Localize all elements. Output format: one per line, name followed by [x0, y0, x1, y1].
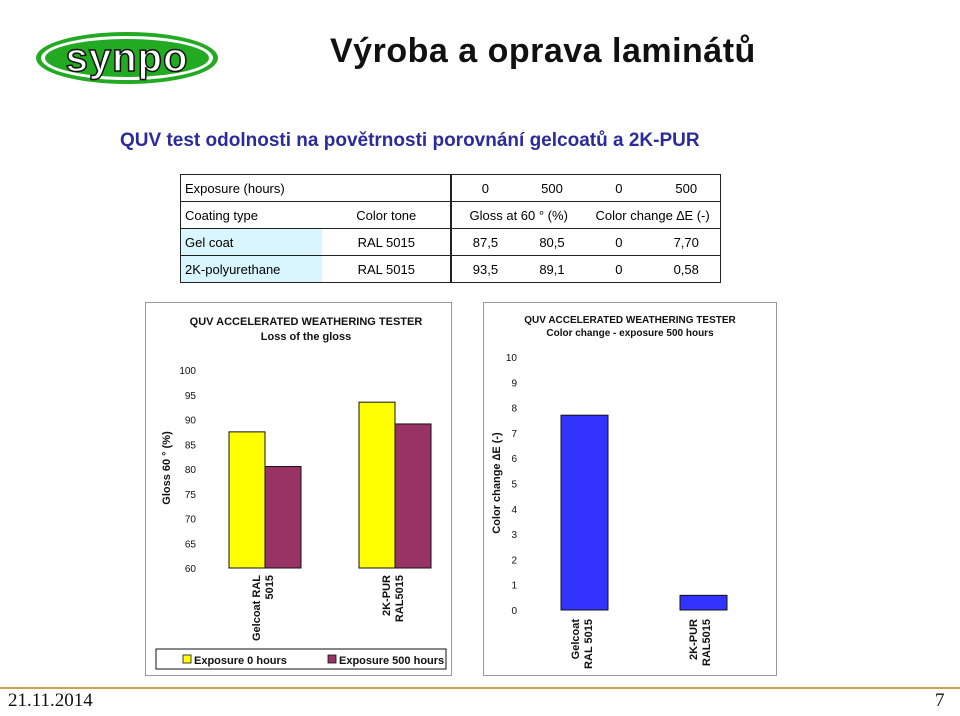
- table-cell: 89,1: [518, 255, 586, 283]
- y-tick-label: 3: [511, 530, 517, 541]
- y-tick-label: 1: [511, 581, 517, 592]
- gloss-chart: QUV ACCELERATED WEATHERING TESTER Loss o…: [155, 316, 447, 670]
- y-tick-label: 8: [511, 404, 517, 415]
- y-tick-label: 5: [511, 480, 517, 491]
- category-label: GelcoatRAL 5015: [570, 619, 595, 669]
- table-cell: Color change ∆E (-): [585, 201, 722, 229]
- page-number: 7: [935, 690, 945, 711]
- legend-box: [155, 648, 447, 670]
- color-change-chart: QUV ACCELERATED WEATHERING TESTER Color …: [491, 315, 737, 669]
- footer-divider: [0, 687, 960, 689]
- y-tick-label: 9: [511, 378, 517, 389]
- table-cell: Exposure (hours): [180, 174, 323, 202]
- table-cell: 0: [585, 255, 653, 283]
- category-label: 2K-PURRAL5015: [381, 575, 406, 622]
- bar-color-change-1: [679, 594, 728, 611]
- table-row: Coating type Color tone Gloss at 60 ° (%…: [180, 201, 722, 229]
- y-tick-label: 10: [506, 353, 518, 364]
- y-tick-label: 60: [185, 564, 197, 575]
- legend-swatch-0h: [182, 654, 192, 664]
- table-cell: 87,5: [450, 228, 519, 256]
- table-cell: 7,70: [652, 228, 722, 256]
- category-label: Gelcoat RAL5015: [251, 575, 276, 641]
- y-tick-label: 85: [185, 440, 197, 451]
- y-axis-label: Color change ∆E (-): [491, 432, 503, 534]
- legend: Exposure 0 hours Exposure 500 hours: [155, 648, 447, 670]
- y-tick-label: 6: [511, 454, 517, 465]
- legend-entry-0h: Exposure 0 hours: [194, 655, 287, 667]
- bar-500h-1: [394, 423, 432, 569]
- color-change-chart-panel: QUV ACCELERATED WEATHERING TESTER Color …: [483, 302, 777, 676]
- table-cell: RAL 5015: [322, 255, 452, 283]
- results-table: Exposure (hours) 0 500 0 500 Coating typ…: [180, 174, 722, 283]
- gloss-chart-panel: QUV ACCELERATED WEATHERING TESTER Loss o…: [145, 302, 452, 676]
- chart-subtitle: Loss of the gloss: [261, 331, 351, 343]
- y-tick-label: 7: [511, 429, 517, 440]
- bar-0h-1: [358, 401, 396, 569]
- chart-subtitle: Color change - exposure 500 hours: [546, 328, 714, 339]
- y-tick-label: 90: [185, 416, 197, 427]
- y-tick-label: 80: [185, 465, 197, 476]
- table-cell: 500: [518, 174, 586, 202]
- y-tick-label: 100: [179, 366, 196, 377]
- table-cell: Gloss at 60 ° (%): [450, 201, 586, 229]
- table-cell: 500: [652, 174, 722, 202]
- table-cell: 80,5: [518, 228, 586, 256]
- table-cell: 0,58: [652, 255, 722, 283]
- y-tick-label: 95: [185, 391, 197, 402]
- chart-title: QUV ACCELERATED WEATHERING TESTER: [190, 316, 423, 328]
- y-tick-label: 65: [185, 539, 197, 550]
- y-tick-label: 4: [511, 505, 517, 516]
- category-label: 2K-PURRAL5015: [688, 619, 713, 666]
- table-row: Exposure (hours) 0 500 0 500: [180, 174, 722, 202]
- y-axis-label: Gloss 60 ° (%): [161, 431, 173, 505]
- bar-color-change-0: [560, 414, 609, 611]
- table-cell: 0: [585, 228, 653, 256]
- table-cell: [322, 174, 452, 202]
- table-row: 2K-polyurethane RAL 5015 93,5 89,1 0 0,5…: [180, 255, 722, 283]
- legend-swatch-500h: [327, 654, 337, 664]
- bar-0h-0: [228, 431, 266, 569]
- footer-date: 21.11.2014: [8, 690, 93, 711]
- chart-title: QUV ACCELERATED WEATHERING TESTER: [524, 315, 736, 326]
- y-tick-label: 2: [511, 555, 517, 566]
- slide-subtitle: QUV test odolnosti na povětrnosti porovn…: [120, 130, 700, 151]
- table-cell: 0: [585, 174, 653, 202]
- table-row: Gel coat RAL 5015 87,5 80,5 0 7,70: [180, 228, 722, 256]
- table-cell: Gel coat: [180, 228, 323, 256]
- y-tick-label: 0: [511, 606, 517, 617]
- table-cell: RAL 5015: [322, 228, 452, 256]
- y-tick-label: 70: [185, 515, 197, 526]
- table-cell: Coating type: [180, 201, 323, 229]
- bar-500h-0: [264, 466, 302, 569]
- table-cell: Color tone: [322, 201, 452, 229]
- table-cell: 0: [450, 174, 519, 202]
- synpo-logo: synpo: [36, 32, 218, 84]
- page-title: Výroba a oprava laminátů: [330, 32, 756, 70]
- y-tick-label: 75: [185, 490, 197, 501]
- legend-entry-500h: Exposure 500 hours: [339, 655, 444, 667]
- table-cell: 2K-polyurethane: [180, 255, 323, 283]
- logo-text: synpo: [66, 36, 189, 80]
- table-cell: 93,5: [450, 255, 519, 283]
